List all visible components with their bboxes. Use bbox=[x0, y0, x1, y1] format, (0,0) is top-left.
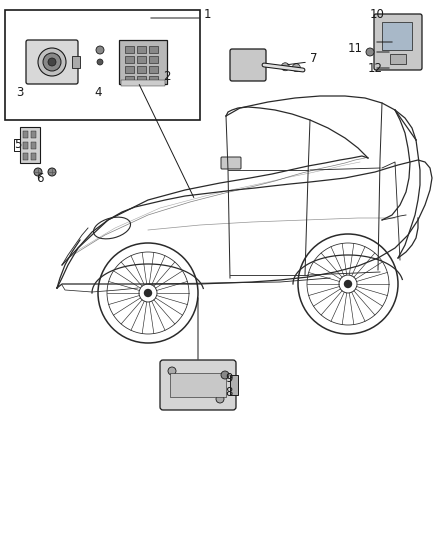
Bar bbox=[149, 56, 158, 63]
Circle shape bbox=[34, 168, 42, 176]
Bar bbox=[390, 54, 406, 64]
Bar bbox=[119, 40, 167, 84]
Bar bbox=[137, 66, 146, 73]
Bar bbox=[137, 46, 146, 53]
Circle shape bbox=[48, 168, 56, 176]
Bar bbox=[149, 76, 158, 83]
Circle shape bbox=[168, 367, 176, 375]
Bar bbox=[31, 131, 36, 138]
Text: 7: 7 bbox=[310, 52, 318, 64]
Bar bbox=[149, 46, 158, 53]
Circle shape bbox=[292, 63, 300, 71]
Circle shape bbox=[221, 371, 229, 379]
Text: 8: 8 bbox=[225, 386, 233, 400]
Text: 1: 1 bbox=[204, 9, 212, 21]
Text: 4: 4 bbox=[94, 85, 102, 99]
Text: 5: 5 bbox=[14, 139, 21, 151]
Bar bbox=[31, 153, 36, 160]
Circle shape bbox=[48, 58, 56, 66]
Bar bbox=[125, 46, 134, 53]
Text: 9: 9 bbox=[225, 372, 233, 384]
FancyBboxPatch shape bbox=[374, 14, 422, 70]
Bar bbox=[170, 373, 226, 397]
Text: 6: 6 bbox=[36, 172, 43, 184]
Text: 11: 11 bbox=[348, 43, 363, 55]
FancyBboxPatch shape bbox=[230, 49, 266, 81]
Text: 10: 10 bbox=[370, 9, 385, 21]
Circle shape bbox=[145, 289, 152, 296]
Bar bbox=[125, 66, 134, 73]
Bar bbox=[31, 142, 36, 149]
Circle shape bbox=[43, 53, 61, 71]
Bar bbox=[125, 56, 134, 63]
Circle shape bbox=[97, 59, 103, 65]
Circle shape bbox=[281, 63, 289, 71]
Circle shape bbox=[38, 48, 66, 76]
Circle shape bbox=[345, 280, 352, 287]
Bar bbox=[23, 142, 28, 149]
Circle shape bbox=[96, 46, 104, 54]
Bar bbox=[72, 56, 80, 68]
Bar bbox=[149, 66, 158, 73]
Bar bbox=[137, 76, 146, 83]
Bar bbox=[121, 80, 165, 86]
Bar bbox=[382, 22, 412, 50]
Text: 2: 2 bbox=[163, 69, 170, 83]
Bar bbox=[23, 153, 28, 160]
FancyBboxPatch shape bbox=[160, 360, 236, 410]
Bar bbox=[5, 10, 200, 120]
Circle shape bbox=[216, 395, 224, 403]
Bar bbox=[20, 127, 40, 163]
Circle shape bbox=[366, 48, 374, 56]
FancyBboxPatch shape bbox=[26, 40, 78, 84]
Bar bbox=[125, 76, 134, 83]
Bar bbox=[137, 56, 146, 63]
Bar bbox=[230, 375, 238, 395]
Bar bbox=[23, 131, 28, 138]
FancyBboxPatch shape bbox=[221, 157, 241, 169]
Text: 12: 12 bbox=[368, 61, 383, 75]
Text: 3: 3 bbox=[16, 85, 23, 99]
